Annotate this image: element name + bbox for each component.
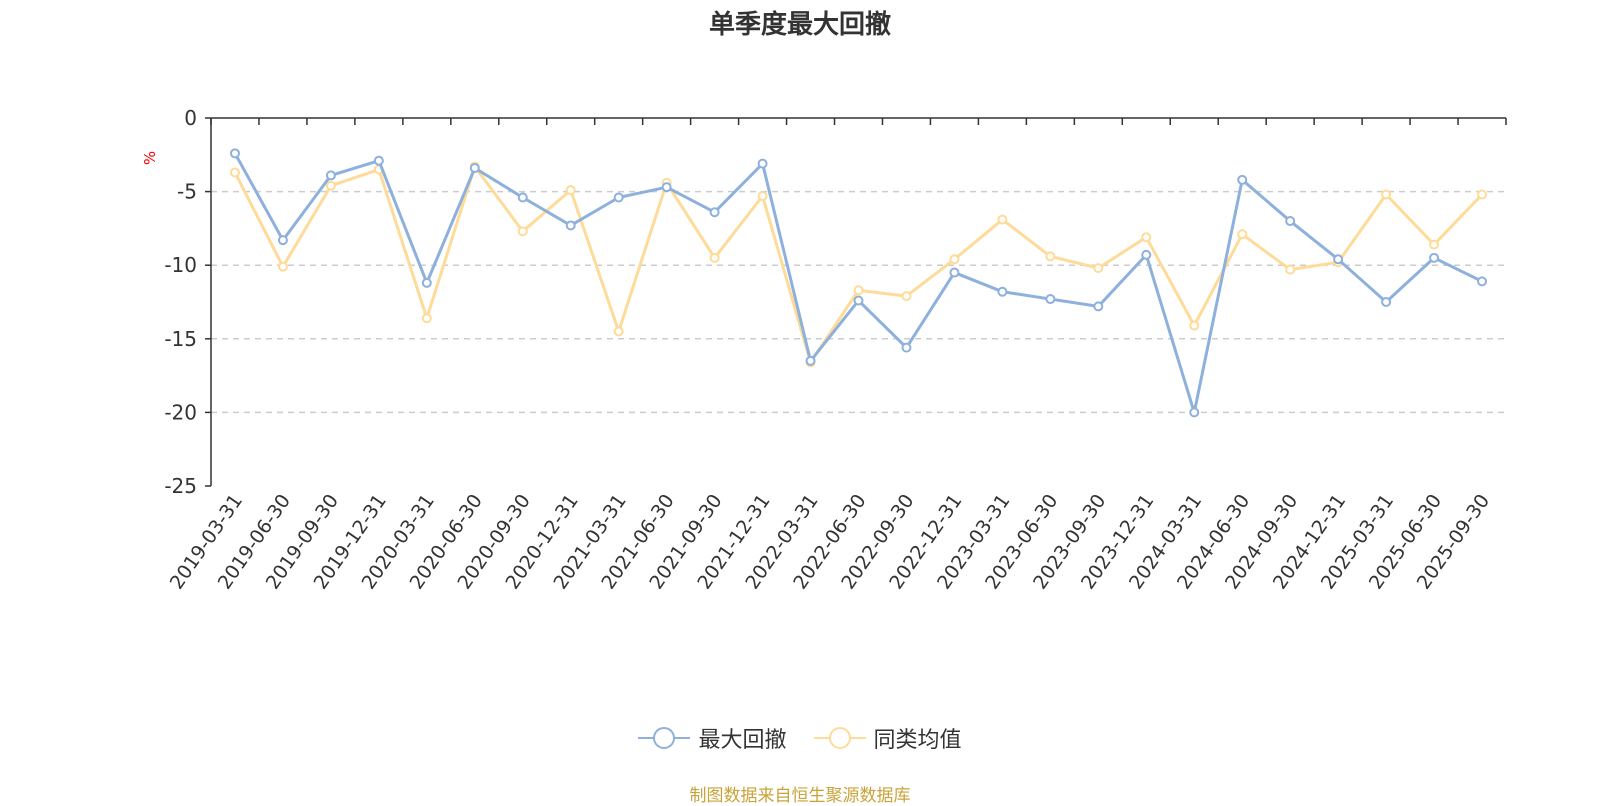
data-point[interactable] — [901, 342, 912, 353]
y-tick-label: -20 — [164, 400, 197, 424]
data-point[interactable] — [229, 167, 240, 178]
data-point[interactable] — [325, 170, 336, 181]
legend-marker-series-1 — [638, 727, 691, 749]
data-point[interactable] — [1237, 174, 1248, 185]
legend: 最大回撤 同类均值 — [0, 722, 1600, 757]
data-point[interactable] — [1477, 189, 1488, 200]
data-point[interactable] — [1285, 216, 1296, 227]
y-tick-label: -15 — [164, 327, 197, 351]
y-axis-ticks: 0 -5 -10 -15 -20 -25 — [164, 106, 211, 498]
data-point[interactable] — [1285, 264, 1296, 275]
data-point[interactable] — [229, 148, 240, 159]
y-tick-label: -5 — [177, 180, 197, 204]
legend-label-series-2: 同类均值 — [873, 728, 962, 753]
data-point[interactable] — [421, 313, 432, 324]
legend-marker-series-2 — [813, 727, 866, 749]
data-point[interactable] — [709, 252, 720, 263]
data-point[interactable] — [1093, 263, 1104, 274]
data-point[interactable] — [805, 355, 816, 366]
x-axis-ticks: 2019-03-312019-06-302019-09-302019-12-31… — [166, 118, 1507, 593]
series-lines — [229, 148, 1488, 418]
data-point[interactable] — [1429, 252, 1440, 263]
data-point[interactable] — [565, 220, 576, 231]
data-point[interactable] — [565, 185, 576, 196]
data-point[interactable] — [517, 226, 528, 237]
data-point[interactable] — [1189, 407, 1200, 418]
data-point[interactable] — [757, 158, 768, 169]
y-tick-label: 0 — [184, 106, 197, 130]
y-tick-label: -10 — [164, 253, 197, 277]
data-point[interactable] — [1333, 254, 1344, 265]
data-point[interactable] — [853, 285, 864, 296]
data-point[interactable] — [997, 214, 1008, 225]
legend-label-series-1: 最大回撤 — [698, 728, 787, 753]
data-point[interactable] — [1189, 320, 1200, 331]
data-point[interactable] — [1381, 297, 1392, 307]
data-point[interactable] — [1381, 189, 1392, 200]
legend-item-series-1[interactable]: 最大回撤 — [638, 722, 787, 754]
data-point[interactable] — [757, 191, 768, 202]
y-axis-unit-label: % — [141, 151, 159, 165]
data-point[interactable] — [325, 180, 336, 191]
data-point[interactable] — [421, 277, 432, 288]
data-point[interactable] — [277, 261, 288, 272]
data-point[interactable] — [1045, 294, 1056, 305]
data-point[interactable] — [709, 207, 720, 218]
legend-item-series-2[interactable]: 同类均值 — [813, 722, 962, 754]
series-1 — [229, 148, 1488, 418]
data-point[interactable] — [661, 182, 672, 193]
data-point[interactable] — [517, 192, 528, 203]
data-point[interactable] — [949, 267, 960, 278]
source-note: 制图数据来自恒生聚源数据库 — [689, 786, 911, 806]
data-point[interactable] — [901, 291, 912, 302]
y-tick-label: -25 — [164, 474, 197, 498]
data-point[interactable] — [853, 295, 864, 306]
data-point[interactable] — [1429, 239, 1440, 250]
data-point[interactable] — [373, 155, 384, 166]
data-point[interactable] — [949, 254, 960, 265]
data-point[interactable] — [613, 326, 624, 337]
data-point[interactable] — [277, 235, 288, 246]
data-point[interactable] — [1093, 301, 1104, 312]
data-point[interactable] — [1045, 251, 1056, 262]
data-point[interactable] — [1141, 249, 1152, 260]
data-point[interactable] — [997, 286, 1008, 297]
data-point[interactable] — [469, 163, 480, 174]
data-point[interactable] — [613, 192, 624, 203]
chart-title: 单季度最大回撤 — [708, 10, 891, 40]
data-point[interactable] — [1237, 229, 1248, 240]
data-point[interactable] — [1141, 232, 1152, 243]
data-point[interactable] — [1477, 276, 1488, 287]
axes — [210, 117, 1506, 486]
